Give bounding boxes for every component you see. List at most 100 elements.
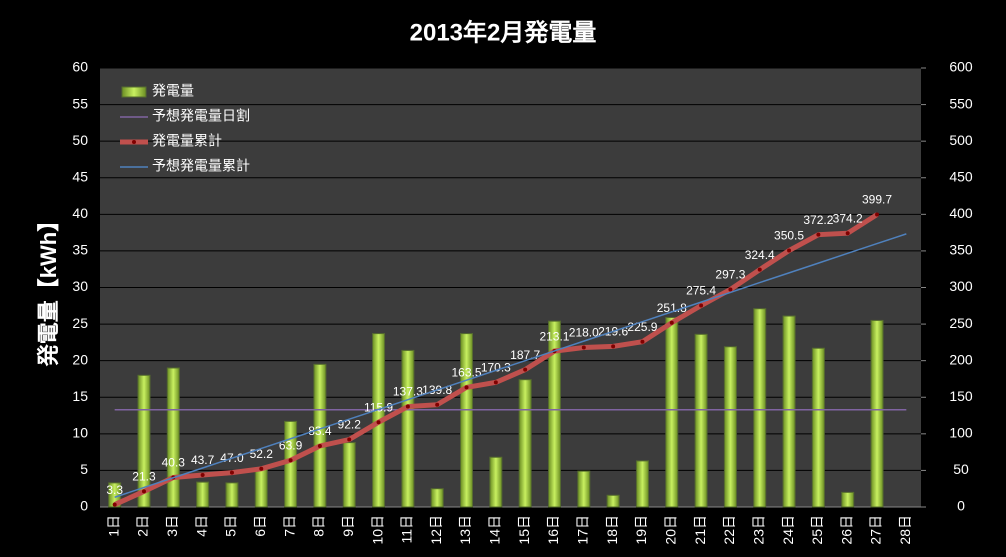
x-tick-label: 8日 [311,515,327,537]
x-tick-label: 2日 [135,515,151,537]
x-tick-label: 20日 [662,515,678,545]
x-tick-label: 24日 [780,515,796,545]
y-tick-label: 30 [72,278,88,294]
y-tick-label: 60 [72,59,88,75]
x-tick-label: 3日 [164,515,180,537]
bar [166,367,180,508]
data-label: 170.3 [481,361,511,375]
bar [782,315,796,508]
x-tick-label: 12日 [428,515,444,545]
data-label: 21.3 [132,470,156,484]
marker [669,320,674,325]
marker [435,402,440,407]
marker [376,420,381,425]
x-tick-label: 13日 [457,515,473,545]
chart-title: 2013年2月発電量 [410,18,597,46]
data-label: 43.7 [191,453,215,467]
legend-marker [132,140,136,144]
x-tick-label: 14日 [487,515,503,545]
legend-label: 予想発電量日割 [152,108,250,124]
bar [841,491,855,508]
x-tick-label: 17日 [575,515,591,545]
x-tick-label: 21日 [692,515,708,545]
data-label: 213.1 [539,329,569,343]
data-label: 63.9 [279,438,303,452]
y2-tick-label: 200 [949,351,973,367]
marker [112,502,117,507]
legend-label: 予想発電量累計 [152,158,250,174]
marker [405,404,410,409]
x-tick-label: 15日 [516,515,532,545]
bar [137,374,151,508]
x-tick-label: 9日 [340,515,356,537]
marker [317,443,322,448]
marker [757,267,762,272]
x-tick-label: 11日 [399,515,415,544]
marker [288,458,293,463]
y-tick-label: 15 [72,388,88,404]
y-tick-label: 40 [72,205,88,221]
x-tick-label: 4日 [193,515,209,537]
marker [699,303,704,308]
y-tick-label: 55 [72,95,88,111]
bar [430,488,444,508]
data-label: 350.5 [774,229,804,243]
data-label: 374.2 [833,211,863,225]
legend-label: 発電量累計 [152,133,222,149]
bar [694,333,708,508]
y-axis-label: 発電量【kWh】 [36,210,61,367]
y2-tick-label: 350 [949,242,973,258]
data-label: 251.8 [657,301,687,315]
bar [342,442,356,508]
bar [254,468,268,508]
y2-tick-label: 250 [949,315,973,331]
data-label: 40.3 [162,456,186,470]
data-label: 137.3 [393,385,423,399]
bar [401,349,415,508]
y-tick-label: 5 [80,461,88,477]
bar [753,308,767,508]
y-tick-label: 0 [80,498,88,514]
marker [200,473,205,478]
marker [581,345,586,350]
bar [225,482,239,508]
x-tick-label: 7日 [281,515,297,537]
marker [875,212,880,217]
marker [787,248,792,253]
y2-tick-label: 0 [957,498,965,514]
bar [870,319,884,508]
bar [196,481,210,508]
y2-tick-label: 300 [949,278,973,294]
data-label: 275.4 [686,284,716,298]
data-label: 324.4 [745,248,775,262]
marker [816,232,821,237]
y-tick-label: 45 [72,168,88,184]
x-tick-label: 16日 [545,515,561,545]
marker [845,231,850,236]
data-label: 115.9 [364,400,393,414]
marker [523,367,528,372]
line [114,233,907,498]
data-label: 399.7 [862,193,892,207]
data-label: 187.7 [510,348,540,362]
y2-tick-label: 50 [953,461,969,477]
y2-tick-label: 100 [949,425,973,441]
y2-tick-label: 550 [949,95,973,111]
data-label: 218.0 [569,326,599,340]
marker [141,489,146,494]
bar [577,470,591,508]
marker [229,470,234,475]
legend-swatch [121,86,147,98]
x-tick-label: 6日 [252,515,268,537]
x-tick-label: 1日 [105,515,121,537]
data-label: 163.5 [452,366,482,380]
x-tick-label: 10日 [369,515,385,545]
x-tick-label: 25日 [809,515,825,545]
marker [464,385,469,390]
x-tick-label: 27日 [868,515,884,545]
y2-tick-label: 600 [949,59,973,75]
bar [284,420,298,508]
bar [811,347,825,508]
marker [347,437,352,442]
